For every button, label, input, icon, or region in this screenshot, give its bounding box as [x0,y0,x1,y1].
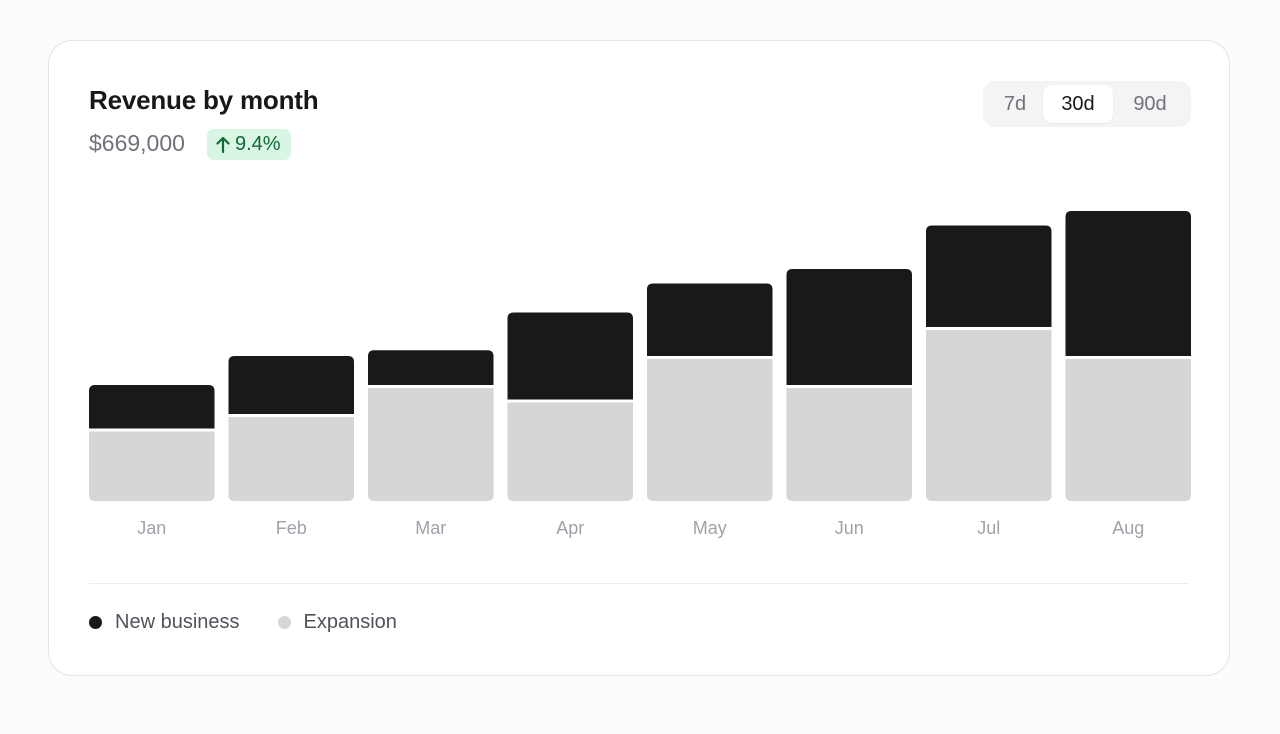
legend-dot-new-business [89,616,102,629]
bar-expansion-jul [926,330,1052,501]
revenue-total: $669,000 [89,130,185,156]
change-value: 9.4% [235,133,281,155]
bar-new-business-jun [786,269,912,385]
x-tick-label-jul: Jul [977,518,1000,538]
bar-new-business-may [647,283,773,356]
x-tick-label-jun: Jun [835,518,864,538]
x-tick-label-aug: Aug [1112,518,1144,538]
bar-new-business-feb [228,356,354,414]
arrow-up-icon [216,136,230,153]
bar-new-business-jul [926,225,1052,327]
bar-expansion-may [647,359,773,501]
x-tick-label-may: May [693,518,727,538]
bar-expansion-jan [89,431,215,501]
legend-label-expansion: Expansion [303,611,397,633]
bar-expansion-apr [507,402,633,501]
range-30d-button[interactable]: 30d [1043,85,1113,123]
bar-expansion-aug [1065,359,1191,501]
change-badge: 9.4% [207,129,291,160]
legend-label-new-business: New business [115,611,240,633]
range-selector: 7d 30d 90d [983,81,1191,127]
x-tick-label-feb: Feb [276,518,307,538]
legend: New business Expansion [89,611,397,634]
x-tick-label-apr: Apr [556,518,584,538]
revenue-card: Revenue by month $669,000 9.4% 7d 30d 90… [48,40,1230,676]
range-7d-button[interactable]: 7d [1003,93,1027,115]
x-tick-label-jan: Jan [137,518,166,538]
legend-dot-expansion [277,616,291,629]
chart-title: Revenue by month [89,85,319,115]
bar-expansion-feb [228,417,354,501]
bar-new-business-jan [89,385,215,429]
bar-expansion-mar [368,388,494,501]
x-tick-label-mar: Mar [415,518,446,538]
legend-item-new-business: New business [89,611,240,634]
bar-expansion-jun [786,388,912,501]
bar-new-business-aug [1065,211,1191,356]
bar-new-business-mar [368,350,494,385]
stacked-bar-chart: Jan Feb Mar Apr May Jun Jul Aug [89,211,1191,538]
legend-divider [89,583,1189,584]
legend-item-expansion: Expansion [277,611,397,634]
range-90d-button[interactable]: 90d [1133,93,1167,115]
bar-new-business-apr [507,312,633,400]
